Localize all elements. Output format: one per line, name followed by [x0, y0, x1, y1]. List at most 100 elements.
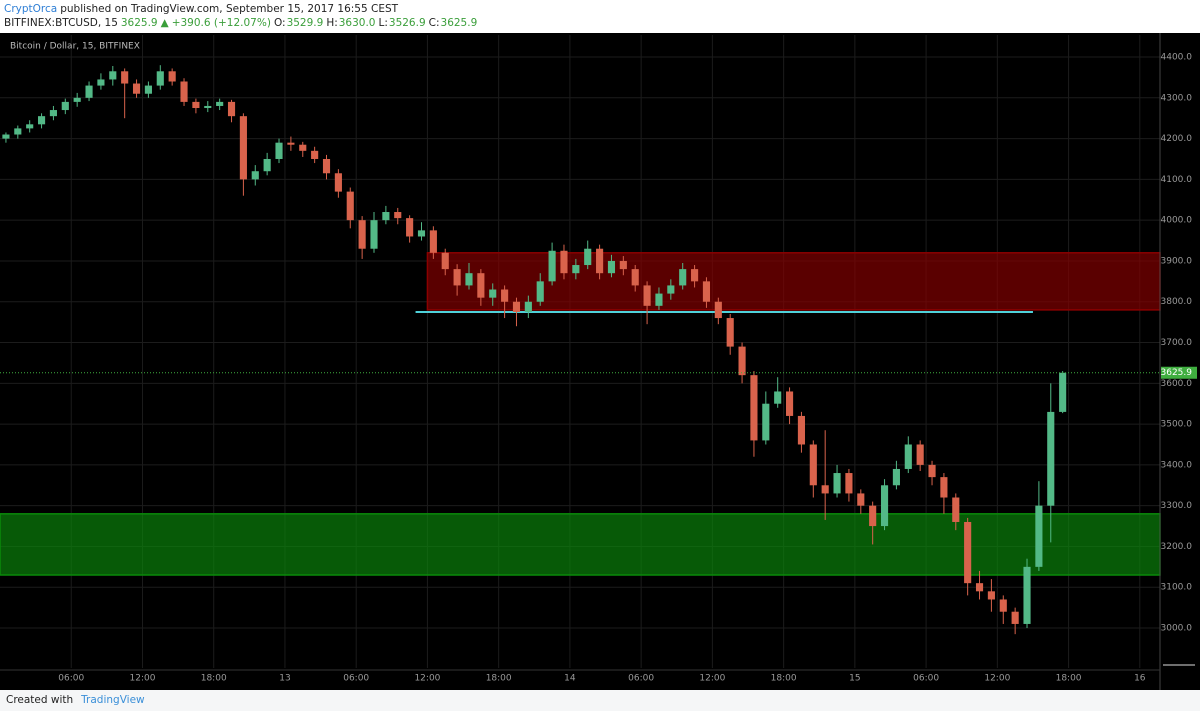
candle-body [809, 444, 817, 486]
candle-body [429, 230, 437, 253]
y-tick-label: 4300.0 [1161, 93, 1193, 103]
candle-body [1035, 505, 1043, 567]
candle-body [180, 81, 188, 102]
ohlc-label: O: [273, 17, 286, 29]
candle-body [952, 497, 960, 522]
x-tick-label: 13 [279, 674, 290, 684]
candle-body [655, 293, 663, 306]
candle-body [1011, 611, 1019, 624]
y-tick-label: 3000.0 [1161, 624, 1193, 634]
candle-body [975, 583, 984, 592]
candle-body [49, 110, 57, 117]
legend-text: Bitcoin / Dollar, 15, BITFINEX [10, 42, 140, 52]
y-tick-label: 4200.0 [1161, 134, 1193, 144]
brand[interactable]: TradingView [81, 694, 145, 706]
candle-body [702, 281, 711, 302]
candle-body [738, 346, 746, 376]
candle-body [239, 116, 247, 180]
candle-body [382, 212, 390, 221]
ohlc-value: 3526.9 [388, 17, 426, 29]
x-tick-label: 12:00 [984, 674, 1010, 684]
y-tick-label: 3500.0 [1161, 420, 1193, 430]
candle-body [97, 79, 105, 86]
price: 3625.9 [120, 17, 158, 29]
author[interactable]: CryptOrca [4, 3, 58, 15]
last-price-box [1161, 366, 1197, 379]
candle-body [536, 281, 544, 302]
x-tick-label: 16 [1134, 674, 1146, 684]
candle-body [928, 464, 936, 478]
candle-body [904, 444, 912, 469]
candle-body [880, 485, 889, 527]
candle-body [1059, 372, 1067, 412]
candle-body [548, 250, 556, 282]
candle-body [785, 391, 794, 416]
candle-body [406, 218, 414, 237]
x-tick-label: 18:00 [771, 674, 797, 684]
candle-body [14, 128, 22, 135]
candle-body [892, 468, 900, 486]
candle-body [726, 318, 734, 347]
candle-body [560, 250, 568, 274]
candle-body [132, 83, 141, 94]
candle-body [584, 248, 592, 266]
x-tick-label: 18:00 [1056, 674, 1082, 684]
candle-body [287, 142, 295, 145]
y-tick-label: 3600.0 [1161, 379, 1193, 389]
candle-body [999, 599, 1007, 612]
candle-body [275, 142, 283, 159]
x-tick-label: 18:00 [201, 674, 227, 684]
candle-body [263, 158, 271, 172]
candle-body [453, 269, 461, 286]
last-price-label: 3625.9 [1161, 368, 1193, 378]
candle-body [394, 212, 402, 219]
candle-body [643, 285, 651, 306]
candle-body [1023, 566, 1031, 624]
candle-body [501, 289, 509, 302]
ohlc-value: 3529.9 [286, 17, 324, 29]
candle-body [774, 391, 782, 404]
candle-body [168, 71, 176, 82]
candle-body [85, 85, 93, 98]
x-tick-label: 15 [849, 674, 860, 684]
candle-body [251, 171, 259, 180]
footer: Created with TradingView [0, 690, 1200, 711]
candle-body [596, 248, 604, 274]
candle-body [334, 173, 342, 192]
candle-body [311, 150, 319, 159]
y-tick-label: 4000.0 [1161, 216, 1193, 226]
ohlc-value: 3630.0 [338, 17, 376, 29]
candle-body [441, 252, 449, 270]
candle-body [940, 477, 948, 498]
candle-body [762, 403, 770, 441]
chart: Bitcoin / Dollar, 15, BITFINEX 3000.0 310… [0, 33, 1200, 690]
ohlc: O:3529.9 H:3630.0 L:3526.9 C:3625.9 [274, 17, 480, 29]
ohlc-label: L: [378, 17, 388, 29]
candle-body [833, 473, 841, 494]
candle-body [631, 269, 639, 286]
published: published on TradingView.com, September … [60, 3, 399, 15]
change: +390.6 (+12.07%) [171, 17, 271, 29]
candle-body [797, 415, 805, 445]
candle-body [489, 289, 497, 298]
ohlc-value: 3625.9 [440, 17, 478, 29]
candle-body [821, 485, 829, 494]
candle-body [524, 301, 532, 312]
candle-body [26, 124, 34, 129]
candle-body [691, 269, 699, 282]
candle-body [358, 220, 366, 249]
candle-body [857, 493, 865, 506]
candle-body [61, 101, 69, 111]
x-tick-label: 06:00 [913, 674, 939, 684]
candle-body [964, 521, 972, 584]
symbol: BITFINEX:BTCUSD, 15 [4, 17, 118, 29]
candle-body [619, 260, 627, 270]
candle-body [322, 158, 331, 174]
candle-body [109, 71, 117, 80]
candle-body [750, 375, 758, 441]
candle-body [679, 269, 687, 286]
ohlc-label: C: [428, 17, 440, 29]
candle-body [869, 505, 877, 527]
candle-body [192, 101, 200, 109]
